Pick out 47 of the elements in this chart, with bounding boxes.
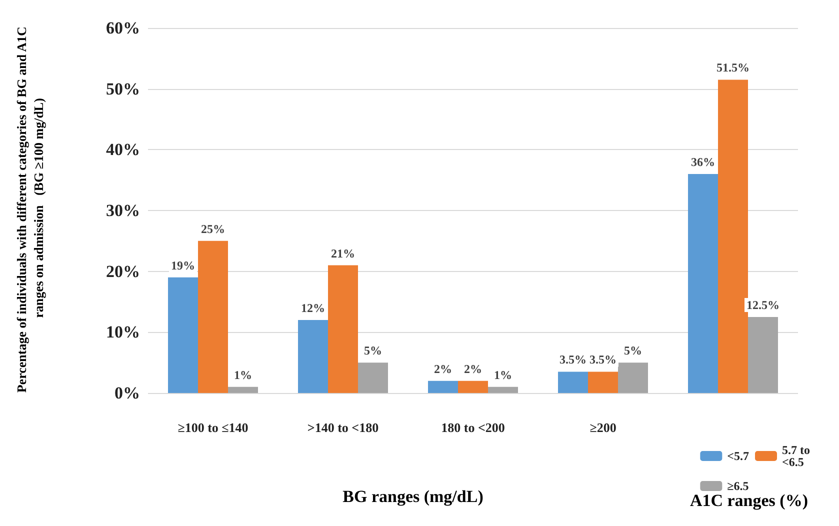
- data-label: 25%: [201, 222, 225, 236]
- x-tick-label: ≥200: [590, 420, 616, 435]
- bar: [588, 372, 618, 393]
- x-tick-label: ≥100 to ≤140: [178, 420, 248, 435]
- y-tick-label: 40%: [106, 140, 140, 160]
- data-label: 3.5%: [560, 352, 586, 367]
- bar: [488, 386, 518, 393]
- bar: [168, 277, 198, 393]
- bar: [688, 174, 718, 393]
- bar: [428, 380, 458, 393]
- y-axis-title: Percentage of individuals with different categories of BG and A1C ranges on admission (BG ≥100 mg/dL): [14, 23, 46, 393]
- bar: [298, 320, 328, 393]
- x-tick-label: 180 to <200: [441, 420, 505, 435]
- data-label: 5%: [364, 344, 382, 358]
- data-label: 1%: [234, 368, 252, 382]
- data-label: 51.5%: [716, 60, 750, 75]
- bar: [558, 372, 588, 393]
- y-tick-label: 0%: [114, 384, 140, 402]
- bar: [358, 362, 388, 393]
- x-tick-label: >140 to <180: [307, 420, 379, 435]
- x-axis-title: BG ranges (mg/dL): [342, 487, 484, 506]
- data-label: 5%: [624, 344, 642, 358]
- data-label: 2%: [464, 362, 482, 376]
- data-label: 36%: [691, 155, 715, 169]
- y-tick-label: 30%: [106, 201, 140, 220]
- legend-label: 5.7 to <6.5: [782, 443, 814, 469]
- y-tick-label: 10%: [106, 322, 140, 342]
- bar: [328, 265, 358, 393]
- data-label: 12.5%: [746, 298, 780, 312]
- y-tick-label: 50%: [106, 79, 140, 98]
- y-tick-label: 20%: [106, 262, 140, 281]
- text: A1C ranges (%): [690, 491, 808, 510]
- data-label: 21%: [331, 246, 355, 260]
- bar: [458, 380, 488, 393]
- bar: [198, 240, 228, 393]
- bar: [618, 362, 648, 393]
- bar: [228, 386, 258, 393]
- bar: [718, 80, 748, 393]
- data-label: 3.5%: [590, 352, 616, 367]
- data-label: 2%: [434, 362, 452, 376]
- legend-label: <5.7: [727, 449, 750, 463]
- data-label: 12%: [301, 301, 325, 315]
- legend-label: ≥6.5: [727, 479, 749, 493]
- data-label: 19%: [171, 258, 195, 272]
- bar: [748, 316, 778, 393]
- data-label: 1%: [494, 368, 512, 382]
- y-tick-label: 60%: [106, 18, 140, 38]
